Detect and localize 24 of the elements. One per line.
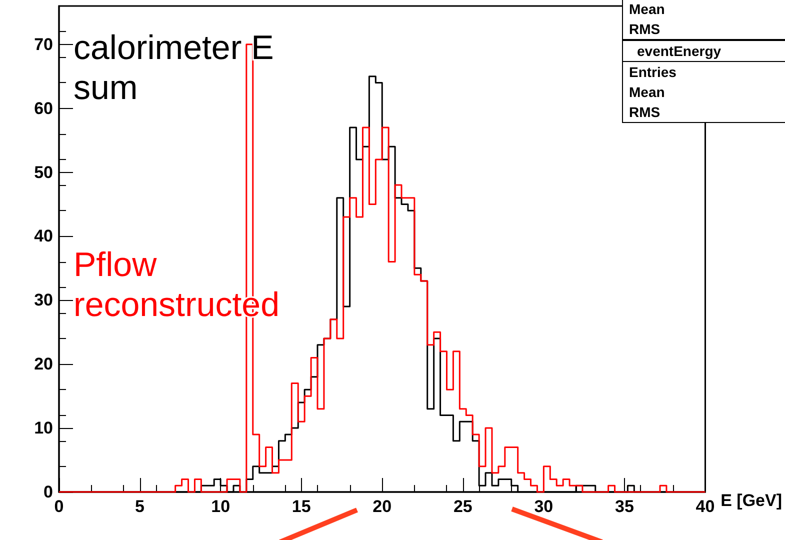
annotation: Mean — [628, 83, 666, 102]
y-tick-label: 20 — [34, 354, 53, 374]
annotation: RMS — [628, 20, 662, 39]
y-tick-label: 10 — [34, 418, 53, 438]
annotation: RMS — [628, 103, 662, 122]
text: calorimeter E sum — [74, 29, 284, 107]
x-axis-title: E [GeV] — [720, 491, 782, 510]
y-tick-label: 0 — [44, 482, 53, 502]
x-tick-label: 20 — [372, 497, 392, 516]
x-tick-label: 25 — [453, 497, 472, 516]
x-tick-label: 5 — [135, 497, 145, 516]
x-tick-label: 40 — [696, 497, 715, 516]
y-tick-label: 50 — [34, 162, 53, 182]
x-tick-label: 15 — [292, 497, 311, 516]
x-tick-label: 35 — [615, 497, 634, 516]
y-tick-label: 40 — [34, 226, 53, 246]
y-tick-label: 70 — [34, 34, 53, 54]
x-tick-label: 30 — [534, 497, 554, 516]
x-tick-label: 10 — [211, 497, 230, 516]
annotation: eventEnergy — [623, 39, 785, 62]
y-tick-label: 60 — [34, 98, 53, 118]
annotation: Entries — [628, 63, 678, 82]
annotation: Mean — [628, 0, 666, 19]
y-tick-label: 30 — [34, 290, 53, 310]
